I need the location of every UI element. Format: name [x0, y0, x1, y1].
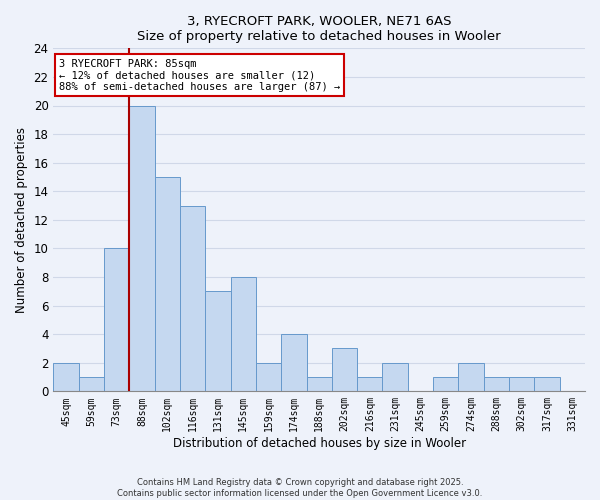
- Bar: [382, 362, 408, 392]
- Bar: [180, 206, 205, 392]
- Bar: [509, 377, 535, 392]
- Bar: [205, 292, 230, 392]
- Bar: [155, 177, 180, 392]
- Bar: [458, 362, 484, 392]
- X-axis label: Distribution of detached houses by size in Wooler: Distribution of detached houses by size …: [173, 437, 466, 450]
- Bar: [256, 362, 281, 392]
- Text: Contains HM Land Registry data © Crown copyright and database right 2025.
Contai: Contains HM Land Registry data © Crown c…: [118, 478, 482, 498]
- Bar: [281, 334, 307, 392]
- Bar: [53, 362, 79, 392]
- Bar: [307, 377, 332, 392]
- Title: 3, RYECROFT PARK, WOOLER, NE71 6AS
Size of property relative to detached houses : 3, RYECROFT PARK, WOOLER, NE71 6AS Size …: [137, 15, 501, 43]
- Bar: [230, 277, 256, 392]
- Bar: [433, 377, 458, 392]
- Bar: [484, 377, 509, 392]
- Bar: [357, 377, 382, 392]
- Text: 3 RYECROFT PARK: 85sqm
← 12% of detached houses are smaller (12)
88% of semi-det: 3 RYECROFT PARK: 85sqm ← 12% of detached…: [59, 58, 340, 92]
- Bar: [332, 348, 357, 392]
- Y-axis label: Number of detached properties: Number of detached properties: [15, 127, 28, 313]
- Bar: [79, 377, 104, 392]
- Bar: [130, 106, 155, 392]
- Bar: [104, 248, 130, 392]
- Bar: [535, 377, 560, 392]
